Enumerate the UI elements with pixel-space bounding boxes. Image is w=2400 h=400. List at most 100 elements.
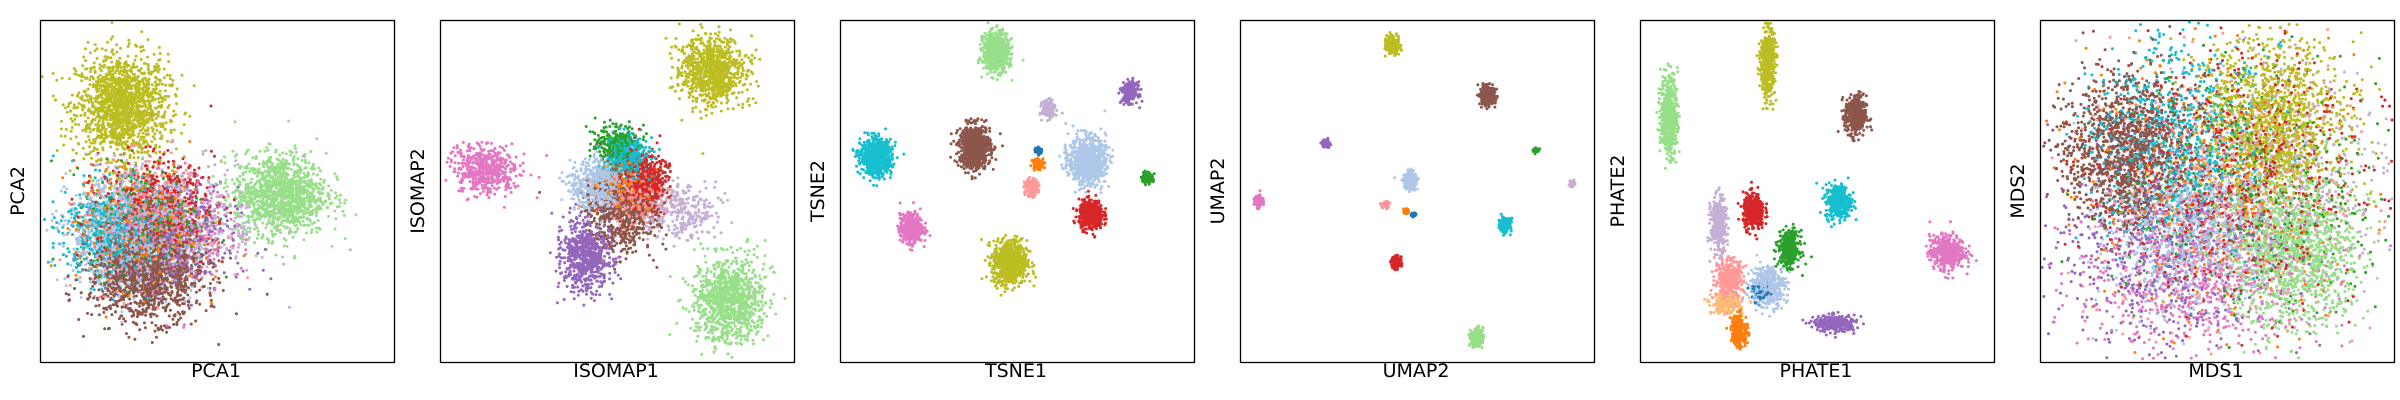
data-point [89, 287, 93, 291]
data-point [247, 162, 251, 166]
data-point [175, 102, 179, 106]
data-point [316, 219, 320, 222]
data-point [141, 310, 145, 314]
data-point [55, 221, 59, 225]
data-point [215, 223, 219, 227]
data-point [124, 285, 128, 289]
data-point [156, 326, 160, 330]
data-point [274, 253, 278, 257]
data-point [91, 204, 95, 208]
data-point [161, 125, 165, 129]
data-point [135, 65, 139, 69]
data-point [136, 135, 140, 139]
data-point [182, 325, 186, 329]
data-point [289, 153, 292, 157]
data-point [92, 288, 96, 292]
data-point [269, 277, 273, 281]
data-point [81, 128, 85, 132]
data-point [342, 214, 346, 217]
data-point [164, 83, 168, 87]
data-point [122, 301, 126, 305]
data-point [148, 170, 152, 174]
data-point [74, 220, 78, 224]
data-point [134, 98, 138, 102]
data-point [135, 125, 138, 129]
data-point [131, 310, 135, 314]
data-point [237, 231, 241, 235]
data-point [138, 304, 141, 308]
data-point [237, 242, 241, 246]
data-point [217, 259, 221, 263]
data-point [148, 299, 152, 302]
data-point [126, 54, 130, 58]
data-point [241, 269, 245, 273]
data-point [291, 235, 295, 239]
data-point [95, 228, 99, 232]
data-point [228, 202, 232, 206]
data-point [301, 219, 305, 223]
data-point [211, 277, 215, 281]
data-point [152, 160, 156, 164]
data-point [165, 174, 169, 178]
data-point [61, 244, 65, 248]
data-point [267, 241, 271, 245]
data-point [115, 43, 119, 47]
data-point [205, 186, 209, 190]
data-point [132, 156, 136, 160]
data-point [257, 162, 261, 166]
data-point [84, 93, 88, 97]
data-point [162, 161, 166, 165]
data-point [276, 163, 280, 167]
data-point [81, 215, 84, 219]
data-point [210, 196, 214, 200]
data-point [288, 227, 292, 231]
data-point [240, 211, 244, 215]
data-point [74, 265, 78, 269]
data-point [282, 224, 286, 228]
data-point [122, 317, 126, 321]
data-point [84, 257, 88, 261]
data-point [218, 227, 222, 230]
data-point [110, 60, 114, 64]
data-point [144, 313, 148, 317]
data-point [136, 75, 140, 79]
data-point [86, 135, 90, 138]
data-point [79, 196, 82, 200]
data-point [207, 176, 211, 180]
data-point [59, 219, 63, 223]
data-point [226, 193, 230, 197]
data-point [62, 143, 66, 147]
data-point [115, 179, 119, 183]
data-point [75, 247, 79, 251]
data-point [295, 163, 299, 167]
data-point [265, 146, 269, 150]
data-point [196, 173, 200, 177]
data-point [174, 147, 178, 151]
data-point [266, 148, 270, 152]
data-point [327, 214, 331, 218]
data-point [112, 152, 116, 155]
data-point [109, 145, 113, 149]
data-point [75, 151, 78, 155]
data-point [81, 205, 85, 208]
data-point [265, 223, 269, 226]
data-point [162, 152, 166, 156]
data-point [282, 244, 286, 248]
data-point [224, 275, 228, 279]
data-point [120, 182, 124, 186]
data-point [50, 260, 54, 263]
data-point [202, 201, 206, 205]
data-point [95, 194, 99, 198]
data-point [45, 228, 49, 232]
data-point [163, 324, 166, 328]
data-point [133, 337, 137, 341]
data-point [60, 119, 64, 123]
data-point [213, 154, 216, 158]
data-point [87, 269, 91, 273]
data-point [152, 52, 156, 56]
data-point [71, 159, 74, 163]
data-point [61, 176, 65, 180]
data-point [241, 221, 245, 225]
data-point [163, 89, 167, 93]
data-point [164, 290, 168, 294]
